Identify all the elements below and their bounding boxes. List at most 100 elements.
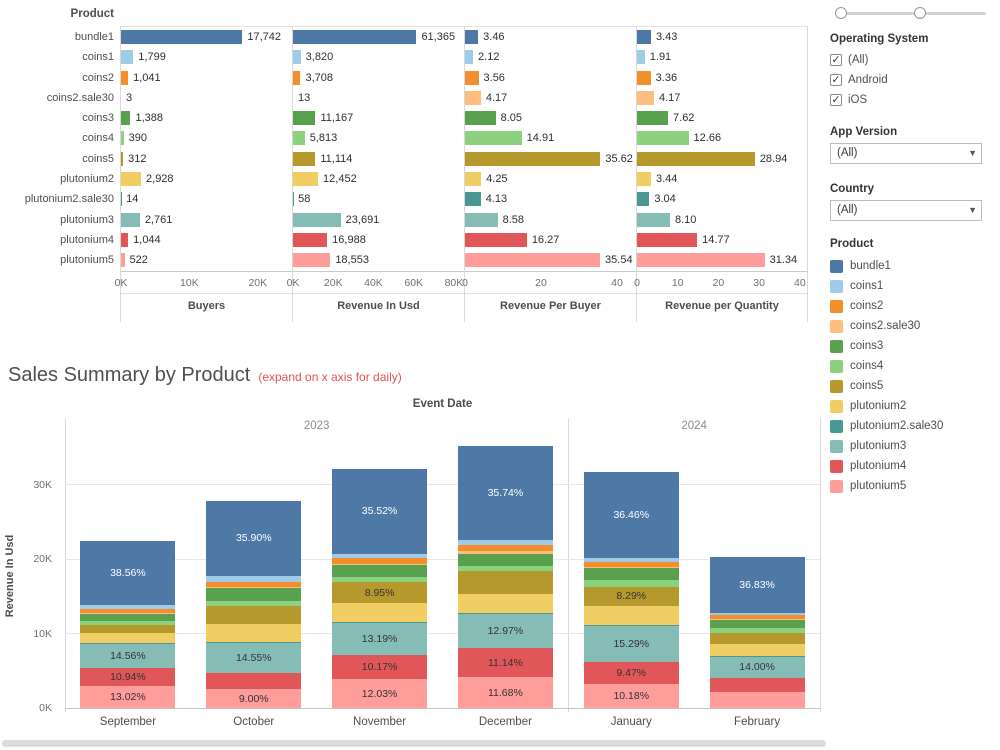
bar-segment[interactable] — [332, 565, 428, 578]
bar-segment[interactable]: 14.56% — [80, 643, 176, 668]
hbar[interactable] — [121, 111, 131, 126]
product-row-label[interactable]: plutonium3 — [60, 213, 114, 226]
bar-segment[interactable]: 14.55% — [206, 642, 302, 673]
zoom-slider[interactable] — [835, 5, 986, 21]
bar-segment[interactable]: 13.19% — [332, 623, 428, 655]
hbar[interactable] — [637, 192, 650, 207]
bar-segment[interactable]: 9.47% — [583, 661, 679, 685]
bar-segment[interactable]: 11.68% — [457, 677, 553, 708]
hbar[interactable] — [293, 50, 301, 65]
bar-segment[interactable] — [80, 624, 176, 634]
bar-segment[interactable] — [457, 544, 553, 552]
bar-segment[interactable] — [80, 621, 176, 625]
product-row-label[interactable]: coins5 — [82, 152, 114, 165]
bar-segment[interactable] — [709, 633, 805, 645]
hbar[interactable] — [465, 131, 522, 146]
hbar[interactable] — [637, 172, 651, 187]
bar-segment[interactable] — [80, 605, 176, 610]
bar-segment[interactable]: 35.74% — [457, 446, 553, 540]
hbar[interactable] — [637, 50, 645, 65]
bar-segment[interactable] — [583, 579, 679, 587]
hbar[interactable] — [293, 172, 319, 187]
bar-segment[interactable] — [583, 558, 679, 562]
product-row-label[interactable]: coins3 — [82, 112, 114, 125]
legend-item[interactable]: plutonium3 — [830, 436, 943, 456]
bar-segment[interactable] — [709, 614, 805, 619]
bar-segment[interactable]: 8.29% — [583, 586, 679, 607]
bar-segment[interactable] — [206, 581, 302, 588]
bar-segment[interactable]: 35.90% — [206, 501, 302, 576]
bar-segment[interactable] — [332, 558, 428, 564]
bar-segment[interactable] — [206, 600, 302, 607]
bar-segment[interactable]: 14.00% — [709, 656, 805, 679]
hbar[interactable] — [293, 30, 417, 44]
hbar[interactable] — [637, 111, 669, 126]
product-row-label[interactable]: coins2 — [82, 71, 114, 84]
hbar[interactable] — [293, 131, 305, 146]
bar-segment[interactable]: 38.56% — [80, 540, 176, 606]
bar-segment[interactable] — [80, 613, 176, 622]
hbar[interactable] — [637, 151, 755, 166]
hbar[interactable] — [293, 111, 316, 126]
bar-segment[interactable] — [709, 678, 805, 692]
legend-item[interactable]: bundle1 — [830, 256, 943, 276]
slider-left-handle-icon[interactable] — [835, 7, 847, 19]
bar-segment[interactable] — [709, 620, 805, 628]
bar-segment[interactable] — [709, 691, 805, 708]
bar-segment[interactable] — [709, 644, 805, 657]
bar-segment[interactable] — [709, 627, 805, 634]
hbar[interactable] — [465, 212, 498, 227]
legend-item[interactable]: plutonium2 — [830, 396, 943, 416]
hbar[interactable] — [465, 172, 482, 187]
bar-segment[interactable] — [332, 622, 428, 624]
hbar[interactable] — [293, 151, 316, 166]
product-row-label[interactable]: plutonium2.sale30 — [24, 193, 114, 206]
bar-segment[interactable] — [206, 672, 302, 690]
hbar[interactable] — [637, 90, 654, 105]
bar-segment[interactable]: 8.95% — [332, 581, 428, 604]
hbar[interactable] — [293, 70, 301, 85]
hbar[interactable] — [465, 111, 496, 126]
bar-segment[interactable]: 12.97% — [457, 614, 553, 649]
bar-segment[interactable]: 12.03% — [332, 679, 428, 708]
hbar[interactable] — [121, 253, 125, 268]
bar-segment[interactable]: 36.46% — [583, 472, 679, 559]
bar-segment[interactable] — [80, 633, 176, 644]
legend-item[interactable]: coins3 — [830, 336, 943, 356]
hbar[interactable] — [121, 212, 140, 227]
hbar[interactable] — [637, 70, 651, 85]
bar-segment[interactable] — [457, 565, 553, 571]
product-row-label[interactable]: coins2.sale30 — [46, 91, 114, 104]
hbar[interactable] — [465, 70, 479, 85]
bar-segment[interactable] — [457, 551, 553, 554]
hbar[interactable] — [637, 212, 670, 227]
product-row-label[interactable]: coins1 — [82, 51, 114, 64]
checkbox-checked[interactable]: ✓ — [830, 54, 842, 66]
bar-segment[interactable] — [583, 561, 679, 567]
bar-segment[interactable] — [332, 603, 428, 623]
legend-item[interactable]: coins5 — [830, 376, 943, 396]
bar-segment[interactable] — [457, 613, 553, 615]
checkbox-option[interactable]: ✓ (All) — [830, 50, 888, 70]
hbar[interactable] — [637, 232, 698, 247]
hbar[interactable] — [465, 192, 481, 207]
bar-segment[interactable]: 10.94% — [80, 667, 176, 687]
hbar[interactable] — [465, 253, 601, 268]
bar-segment[interactable]: 10.18% — [583, 684, 679, 708]
legend-item[interactable]: coins1 — [830, 276, 943, 296]
slider-right-handle-icon[interactable] — [914, 7, 926, 19]
horizontal-scrollbar[interactable] — [2, 740, 826, 747]
bar-segment[interactable] — [206, 623, 302, 643]
hbar[interactable] — [465, 232, 527, 247]
legend-item[interactable]: plutonium2.sale30 — [830, 416, 943, 436]
hbar[interactable] — [637, 131, 689, 146]
bar-segment[interactable] — [206, 575, 302, 582]
bar-segment[interactable] — [583, 624, 679, 626]
hbar[interactable] — [121, 232, 129, 247]
bar-segment[interactable]: 9.00% — [206, 689, 302, 708]
checkbox-checked[interactable]: ✓ — [830, 94, 842, 106]
bar-segment[interactable]: 10.17% — [332, 654, 428, 680]
bar-segment[interactable]: 13.02% — [80, 686, 176, 708]
checkbox-option[interactable]: ✓ Android — [830, 70, 888, 90]
hbar[interactable] — [293, 212, 341, 227]
